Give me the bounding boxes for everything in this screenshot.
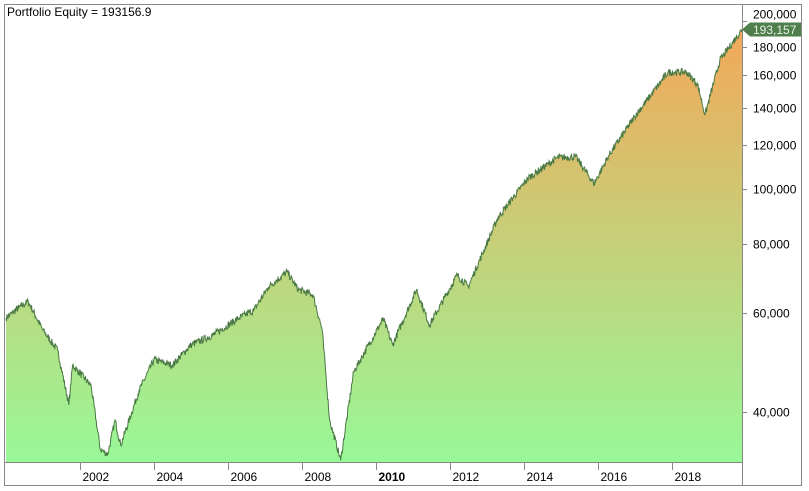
y-tick-label: 140,000	[753, 102, 797, 116]
x-tick-label: 2010	[379, 470, 406, 484]
x-tick-label: 2016	[601, 470, 628, 484]
x-tick-label: 2006	[231, 470, 258, 484]
x-tick-label: 2004	[157, 470, 184, 484]
x-tick-label: 2018	[675, 470, 702, 484]
equity-line	[5, 29, 743, 461]
plot-area	[5, 29, 743, 463]
y-tick-label: 80,000	[753, 238, 790, 252]
x-tick-label: 2012	[453, 470, 480, 484]
chart-title: Portfolio Equity = 193156.9	[7, 5, 152, 19]
x-axis: 2002 2004 2006 2008 2010 2012 2014 2016 2018	[80, 463, 702, 484]
y-tick-label: 100,000	[753, 183, 797, 197]
equity-area-fill	[6, 29, 742, 463]
y-tick-label: 160,000	[753, 69, 797, 83]
x-tick-label: 2014	[527, 470, 554, 484]
y-tick-label: 120,000	[753, 139, 797, 153]
x-tick-label: 2002	[83, 470, 110, 484]
y-tick-label: 200,000	[753, 7, 797, 21]
y-axis: 40,000 60,000 80,000 100,000 120,000 140,000 1…	[742, 7, 797, 420]
last-value-tag-shape	[742, 22, 801, 37]
last-value-label: 193,157	[753, 23, 797, 37]
y-tick-label: 180,000	[753, 41, 797, 55]
y-tick-label: 40,000	[753, 406, 790, 420]
last-value-tag: 193,157	[742, 22, 801, 37]
x-tick-label: 2008	[305, 470, 332, 484]
y-tick-label: 60,000	[753, 307, 790, 321]
